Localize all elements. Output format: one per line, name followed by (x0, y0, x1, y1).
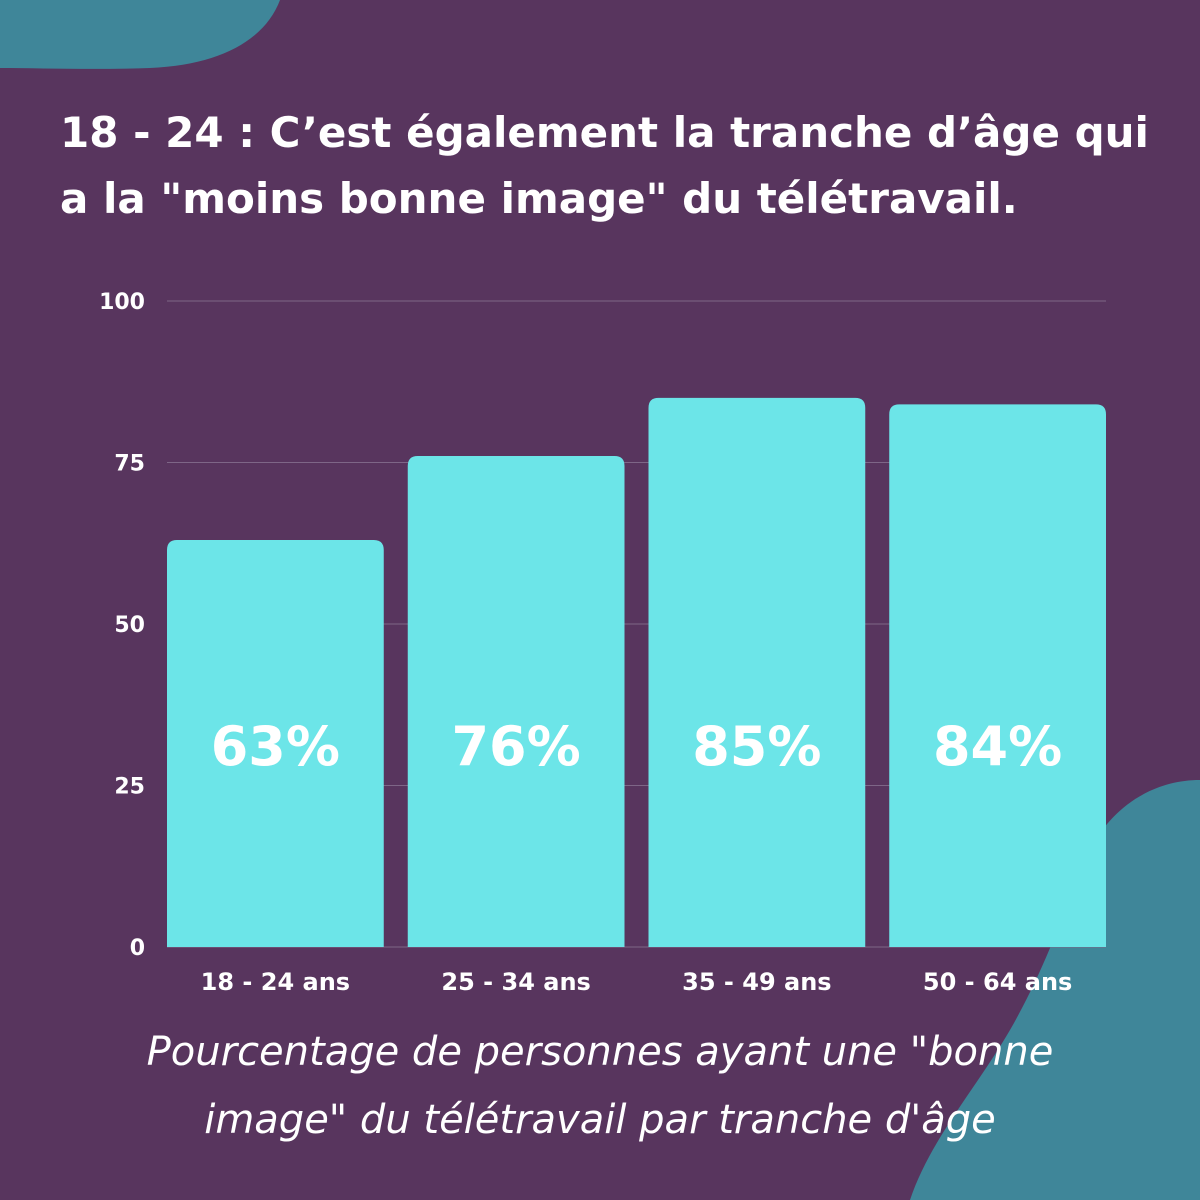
bar-data-label: 85% (692, 715, 821, 778)
caption-line-2: image" du télétravail par tranche d'âge (204, 1097, 996, 1143)
y-tick-label: 100 (99, 290, 145, 315)
bar (407, 456, 625, 947)
bottom-right-decorative-blob (910, 780, 1200, 1200)
top-left-decorative-blob (0, 0, 280, 69)
headline: 18 - 24 : C’est également la tranche d’â… (60, 100, 1160, 232)
y-tick-label: 25 (114, 775, 145, 800)
y-tick-label: 75 (114, 452, 145, 477)
bar-chart: 0 25 50 75 100 63% 18 - 24 ans 76% 25 - 34 ans 85… (99, 290, 1106, 996)
y-tick-label: 50 (114, 613, 145, 638)
bar-data-label: 84% (933, 715, 1062, 778)
bar (167, 540, 384, 947)
y-tick-label: 0 (130, 936, 145, 961)
bar-data-label: 76% (451, 715, 580, 778)
bar (889, 404, 1106, 947)
bar (648, 397, 866, 947)
x-category-label: 18 - 24 ans (201, 968, 350, 996)
headline-line-2: a la "moins bonne image" du télétravail. (60, 174, 1018, 223)
x-category-label: 35 - 49 ans (682, 968, 831, 996)
caption-line-1: Pourcentage de personnes ayant une "bonn… (146, 1029, 1054, 1075)
chart-caption: Pourcentage de personnes ayant une "bonn… (0, 1018, 1200, 1154)
headline-line-1: 18 - 24 : C’est également la tranche d’â… (60, 108, 1149, 157)
x-category-label: 50 - 64 ans (923, 968, 1072, 996)
x-category-label: 25 - 34 ans (441, 968, 590, 996)
bar-data-label: 63% (211, 715, 340, 778)
